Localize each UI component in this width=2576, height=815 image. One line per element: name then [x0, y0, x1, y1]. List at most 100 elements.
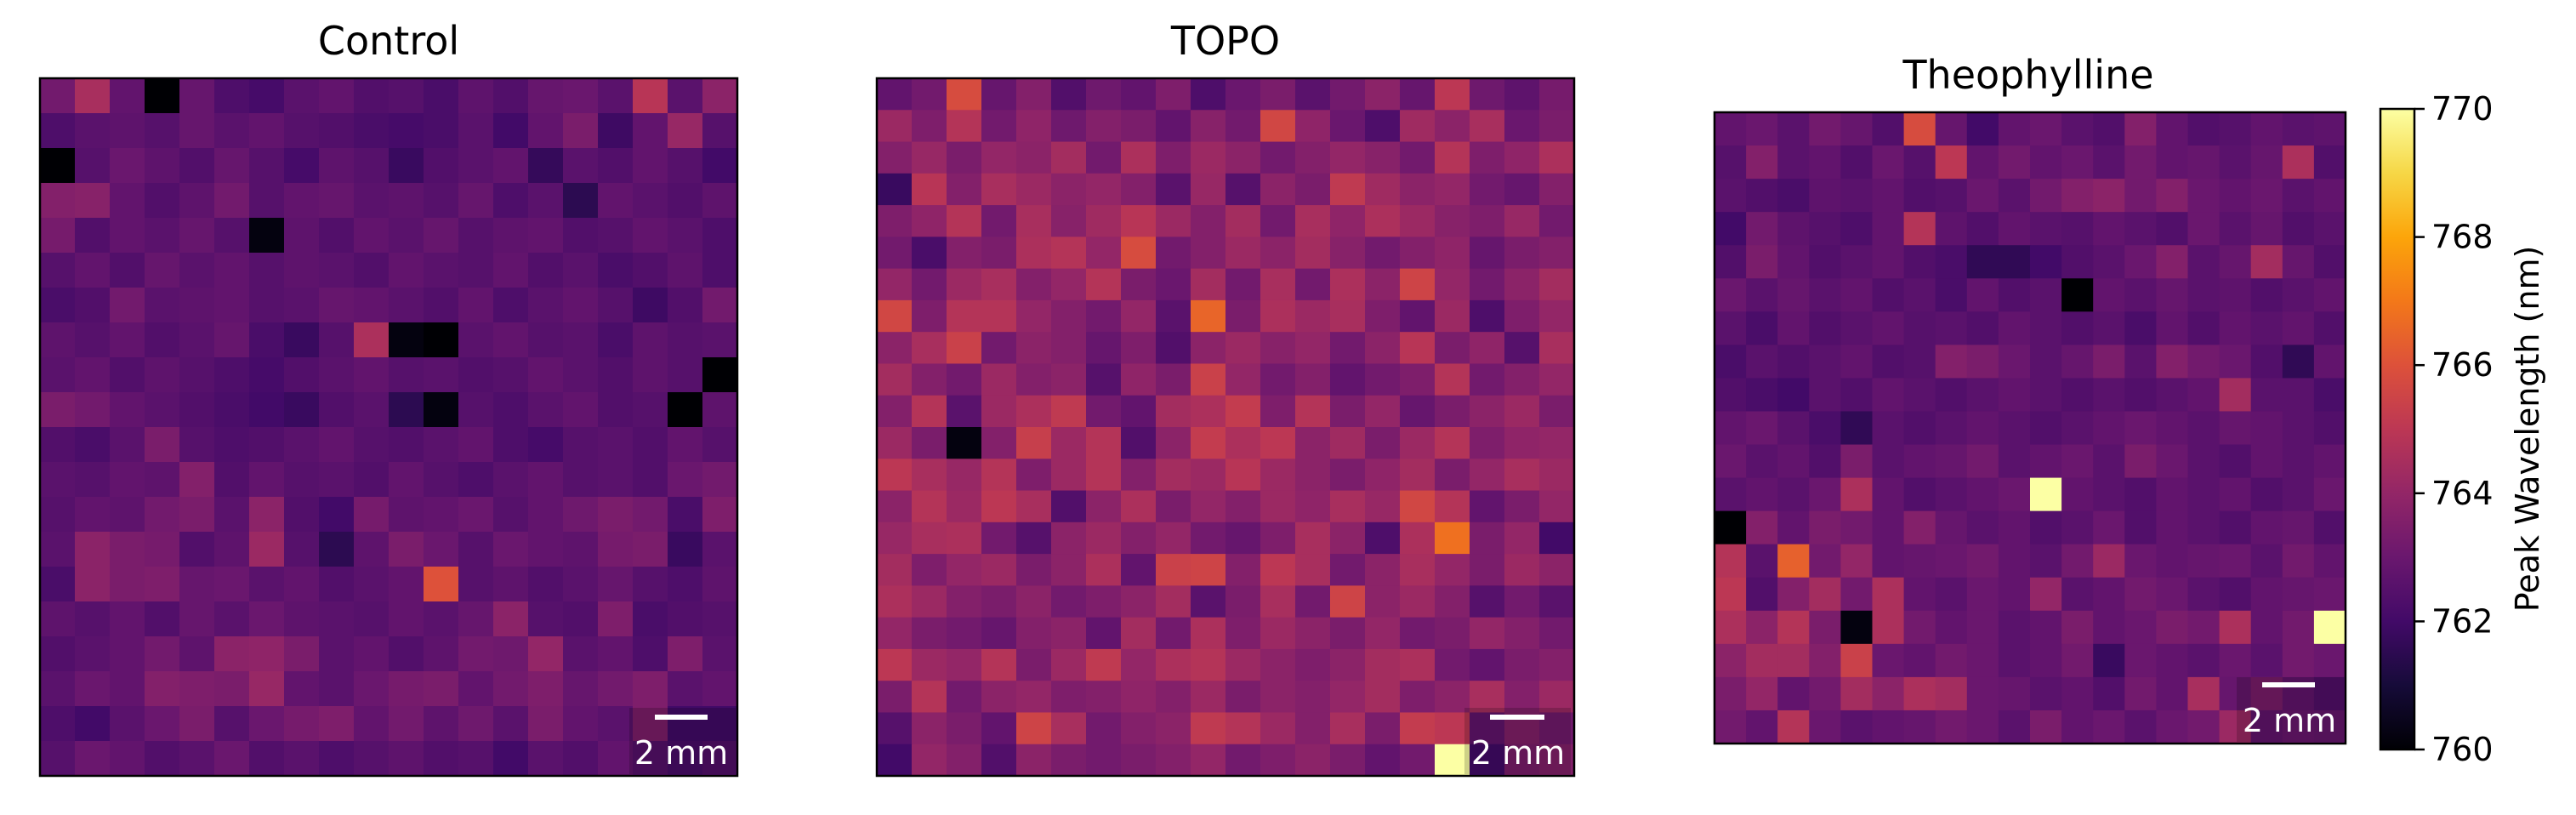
heatmap-cell [2124, 444, 2157, 479]
heatmap-cell [1903, 444, 1936, 479]
heatmap-cell [1295, 712, 1331, 745]
heatmap-cell [1809, 477, 1841, 512]
heatmap-cell [877, 744, 913, 777]
heatmap-frame-control [38, 77, 739, 778]
heatmap-cell [389, 532, 424, 567]
heatmap-cell [981, 141, 1017, 174]
heatmap-cell [1435, 490, 1470, 523]
heatmap-cell [1470, 268, 1505, 301]
heatmap-cell [2250, 212, 2283, 246]
heatmap-cell [1365, 363, 1401, 396]
heatmap-cell [1225, 78, 1261, 111]
heatmap-cell [214, 357, 250, 393]
heatmap-cell [2250, 477, 2283, 512]
heatmap-cell [1777, 145, 1810, 180]
heatmap-cell [458, 567, 494, 602]
heatmap-cell [2313, 643, 2346, 678]
heatmap-cell [1998, 378, 2031, 413]
heatmap-cell [1260, 268, 1296, 301]
heatmap-cell [1777, 676, 1810, 711]
heatmap-cell [1998, 245, 2031, 279]
heatmap-cell [1121, 173, 1157, 206]
heatmap-cell [702, 322, 738, 358]
heatmap-cell [1225, 459, 1261, 492]
heatmap-cell [981, 395, 1017, 428]
heatmap-cell [1809, 311, 1841, 345]
heatmap-cell [1809, 378, 1841, 413]
heatmap-cell [493, 148, 529, 184]
heatmap-cell [1330, 554, 1366, 586]
panel-title-control: Control [318, 18, 459, 64]
heatmap-cell [458, 532, 494, 567]
heatmap-cell [2124, 112, 2157, 146]
heatmap-cell [1998, 610, 2031, 645]
heatmap-cell [2061, 477, 2094, 512]
heatmap-cell [877, 363, 913, 396]
heatmap-cell [912, 490, 947, 523]
heatmap-cell [1777, 477, 1810, 512]
heatmap-cell [1840, 378, 1874, 413]
heatmap-cell [75, 532, 111, 567]
heatmap-cell [1714, 212, 1747, 246]
heatmap-cell [424, 671, 459, 707]
heatmap-cell [1872, 212, 1905, 246]
heatmap-cell [563, 322, 599, 358]
heatmap-cell [249, 288, 285, 323]
heatmap-cell [1966, 710, 1999, 744]
heatmap-cell [1935, 345, 1968, 379]
heatmap-cell [214, 567, 250, 602]
heatmap-cell [1903, 710, 1936, 744]
heatmap-cell [1840, 411, 1874, 446]
heatmap-cell [1777, 411, 1810, 446]
heatmap-cell [284, 671, 320, 707]
heatmap-cell [2250, 245, 2283, 279]
heatmap-cell [1121, 712, 1157, 745]
scale-bar-theophylline: 2 mm [2237, 677, 2344, 742]
heatmap-cell [1400, 744, 1436, 777]
heatmap-cell [1777, 710, 1810, 744]
heatmap-cell [877, 299, 913, 333]
heatmap-cell [2156, 577, 2189, 612]
heatmap-cell [2093, 544, 2125, 578]
heatmap-cell [1809, 676, 1841, 711]
heatmap-cell [389, 288, 424, 323]
heatmap-cell [702, 357, 738, 393]
heatmap-cell [1225, 585, 1261, 618]
heatmap-cell [633, 427, 668, 463]
heatmap-cell [493, 357, 529, 393]
heatmap-cell [424, 601, 459, 637]
heatmap-cell [2250, 112, 2283, 146]
heatmap-cell [145, 113, 180, 149]
heatmap-cell [1809, 112, 1841, 146]
heatmap-cell [1470, 205, 1505, 237]
heatmap-cell [1714, 179, 1747, 213]
heatmap-cell [877, 459, 913, 492]
heatmap-cell [1935, 610, 1968, 645]
heatmap-cell [1966, 212, 1999, 246]
heatmap-cell [1504, 648, 1540, 681]
heatmap-cell [1435, 78, 1470, 111]
heatmap-cell [319, 357, 355, 393]
heatmap-cell [493, 253, 529, 288]
heatmap-cell [1840, 278, 1874, 312]
heatmap-cell [424, 427, 459, 463]
heatmap-cell [1777, 444, 1810, 479]
heatmap-cell [981, 648, 1017, 681]
heatmap-cell [40, 357, 76, 393]
heatmap-cell [563, 567, 599, 602]
heatmap-cell [2093, 510, 2125, 545]
heatmap-cell [1714, 411, 1747, 446]
heatmap-cell [598, 253, 634, 288]
heatmap-cell [1365, 427, 1401, 459]
heatmap-cell [424, 148, 459, 184]
heatmap-cell [668, 462, 703, 498]
heatmap-cell [2093, 212, 2125, 246]
heatmap-cell [249, 706, 285, 742]
heatmap-cell [179, 357, 215, 393]
heatmap-cell [1086, 299, 1122, 333]
heatmap-cell [2030, 510, 2062, 545]
heatmap-cell [1295, 299, 1331, 333]
heatmap-topo [877, 78, 1575, 777]
heatmap-cell [1365, 648, 1401, 681]
heatmap-cell [1260, 712, 1296, 745]
